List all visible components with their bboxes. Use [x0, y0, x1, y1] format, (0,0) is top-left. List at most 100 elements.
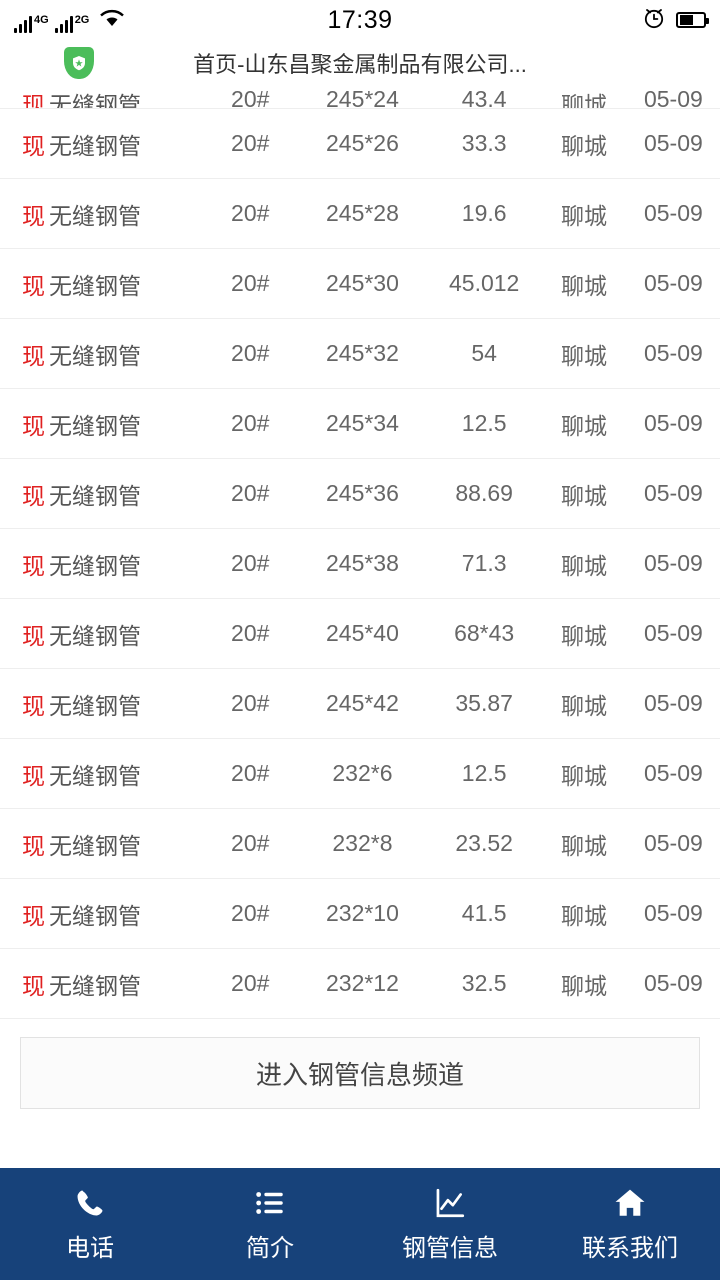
nav-label-pipe-info: 钢管信息	[402, 1234, 498, 1262]
cell-city: 聊城	[561, 622, 607, 649]
cell-city: 聊城	[561, 412, 607, 439]
stock-tag: 现	[22, 972, 45, 999]
table-row[interactable]: 现无缝钢管 20# 245*36 88.69 聊城 05-09	[0, 459, 720, 529]
product-name: 无缝钢管	[49, 412, 141, 439]
table-row[interactable]: 现无缝钢管 20# 232*10 41.5 聊城 05-09	[0, 879, 720, 949]
table-row[interactable]: 现无缝钢管 20# 245*40 68*43 聊城 05-09	[0, 599, 720, 669]
signal-icon-1: 4G	[14, 15, 49, 33]
cell-product: 现无缝钢管	[0, 827, 203, 861]
cell-product: 现无缝钢管	[0, 477, 203, 511]
cell-weight: 88.69	[455, 480, 513, 506]
cell-spec: 232*8	[332, 830, 393, 856]
cell-weight: 71.3	[461, 550, 507, 576]
cell-material: 20#	[231, 900, 270, 926]
table-row[interactable]: 现无缝钢管 20# 232*12 32.5 聊城 05-09	[0, 949, 720, 1019]
product-name: 无缝钢管	[49, 92, 141, 109]
cell-city: 聊城	[561, 902, 607, 929]
cell-city: 聊城	[561, 552, 607, 579]
cell-date: 05-09	[643, 970, 703, 996]
cell-city: 聊城	[561, 342, 607, 369]
nav-label-contact: 联系我们	[582, 1234, 678, 1262]
bottom-nav: 电话 简介 钢管信息 联系我们	[0, 1168, 720, 1280]
cell-material: 20#	[231, 86, 270, 109]
network-label-1: 4G	[34, 14, 49, 26]
cell-city: 聊城	[561, 272, 607, 299]
cell-spec: 245*40	[325, 620, 399, 646]
table-row[interactable]: 现无缝钢管 20# 245*26 33.3 聊城 05-09	[0, 109, 720, 179]
cell-date: 05-09	[643, 550, 703, 576]
stock-tag: 现	[22, 552, 45, 579]
product-name: 无缝钢管	[49, 202, 141, 229]
cell-city: 聊城	[561, 202, 607, 229]
table-row[interactable]: 现无缝钢管 20# 245*42 35.87 聊城 05-09	[0, 669, 720, 739]
status-left-icons: 4G 2G	[14, 7, 125, 33]
cell-product: 现无缝钢管	[0, 267, 203, 301]
shield-icon	[64, 47, 94, 79]
stock-tag: 现	[22, 412, 45, 439]
cell-weight: 12.5	[461, 410, 507, 436]
wifi-icon	[99, 8, 125, 32]
cell-date: 05-09	[643, 900, 703, 926]
product-name: 无缝钢管	[49, 762, 141, 789]
alarm-icon	[642, 6, 666, 35]
signal-icon-2: 2G	[54, 15, 89, 33]
stock-tag: 现	[22, 272, 45, 299]
stock-tag: 现	[22, 92, 45, 109]
stock-tag: 现	[22, 342, 45, 369]
cell-spec: 245*42	[325, 690, 399, 716]
stock-tag: 现	[22, 832, 45, 859]
cell-product: 现无缝钢管	[0, 897, 203, 931]
cell-material: 20#	[231, 620, 270, 646]
table-row[interactable]: 现无缝钢管 20# 245*38 71.3 聊城 05-09	[0, 529, 720, 599]
cell-weight: 45.012	[448, 270, 520, 296]
cell-weight: 23.52	[455, 830, 513, 856]
nav-item-intro[interactable]: 简介	[180, 1168, 360, 1280]
cell-spec: 232*10	[325, 900, 399, 926]
cell-date: 05-09	[643, 830, 703, 856]
cell-material: 20#	[231, 690, 270, 716]
stock-tag: 现	[22, 692, 45, 719]
table-row[interactable]: 现无缝钢管 20# 232*8 23.52 聊城 05-09	[0, 809, 720, 879]
cell-date: 05-09	[643, 86, 703, 109]
cell-weight: 35.87	[455, 690, 513, 716]
cell-city: 聊城	[561, 92, 607, 109]
product-name: 无缝钢管	[49, 902, 141, 929]
status-bar: 4G 2G 17:39	[0, 0, 720, 40]
cell-city: 聊城	[561, 762, 607, 789]
status-right-icons	[642, 6, 709, 35]
cell-weight: 32.5	[461, 970, 507, 996]
cell-spec: 245*30	[325, 270, 399, 296]
table-row[interactable]: 现无缝钢管 20# 245*32 54 聊城 05-09	[0, 319, 720, 389]
channel-button-wrap: 进入钢管信息频道	[0, 1019, 720, 1109]
product-list[interactable]: 现无缝钢管 20# 245*24 43.4 聊城 05-09 现无缝钢管 20# 245*26 3…	[0, 86, 720, 1109]
nav-item-phone[interactable]: 电话	[0, 1168, 180, 1280]
cell-product: 现无缝钢管	[0, 86, 203, 109]
cell-material: 20#	[231, 970, 270, 996]
list-icon	[253, 1186, 287, 1220]
phone-icon	[73, 1186, 107, 1220]
page-title: 首页-山东昌聚金属制品有限公司...	[193, 52, 527, 77]
cell-material: 20#	[231, 550, 270, 576]
cell-spec: 245*34	[325, 410, 399, 436]
cell-city: 聊城	[561, 132, 607, 159]
cell-date: 05-09	[643, 340, 703, 366]
table-row[interactable]: 现无缝钢管 20# 245*24 43.4 聊城 05-09	[0, 86, 720, 109]
table-row[interactable]: 现无缝钢管 20# 245*28 19.6 聊城 05-09	[0, 179, 720, 249]
cell-product: 现无缝钢管	[0, 547, 203, 581]
nav-item-contact[interactable]: 联系我们	[540, 1168, 720, 1280]
cell-product: 现无缝钢管	[0, 967, 203, 1001]
cell-spec: 232*12	[325, 970, 399, 996]
cell-date: 05-09	[643, 200, 703, 226]
cell-spec: 245*38	[325, 550, 399, 576]
home-icon	[613, 1186, 647, 1220]
cell-product: 现无缝钢管	[0, 127, 203, 161]
table-row[interactable]: 现无缝钢管 20# 232*6 12.5 聊城 05-09	[0, 739, 720, 809]
stock-tag: 现	[22, 132, 45, 159]
cell-material: 20#	[231, 270, 270, 296]
cell-date: 05-09	[643, 690, 703, 716]
table-row[interactable]: 现无缝钢管 20# 245*34 12.5 聊城 05-09	[0, 389, 720, 459]
nav-item-pipe-info[interactable]: 钢管信息	[360, 1168, 540, 1280]
enter-pipe-channel-button[interactable]: 进入钢管信息频道	[20, 1037, 700, 1109]
cell-product: 现无缝钢管	[0, 757, 203, 791]
table-row[interactable]: 现无缝钢管 20# 245*30 45.012 聊城 05-09	[0, 249, 720, 319]
